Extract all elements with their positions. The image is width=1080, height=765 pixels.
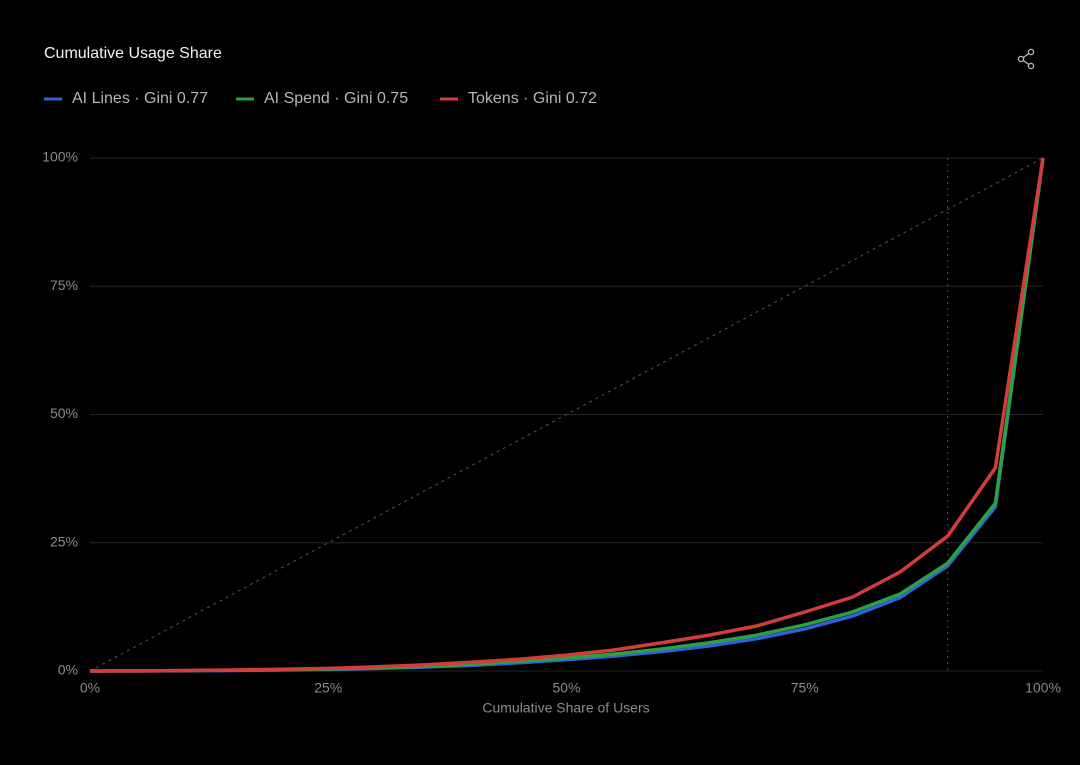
x-tick-label: 50% [552,680,580,696]
series-line [89,157,1045,673]
legend-label: AI Spend · Gini 0.75 [264,90,408,107]
y-tick-label: 75% [50,277,78,293]
x-axis-label: Cumulative Share of Users [482,700,649,716]
y-tick-label: 100% [42,149,78,165]
x-tick-label: 75% [791,680,819,696]
legend-label: Tokens · Gini 0.72 [468,90,597,107]
y-tick-label: 50% [50,405,78,421]
equality-line [89,157,1044,672]
y-tick-label: 25% [50,533,78,549]
chart-title: Cumulative Usage Share [44,45,222,62]
legend-label: AI Lines · Gini 0.77 [72,90,208,107]
x-tick-label: 0% [80,680,100,696]
x-tick-label: 25% [314,680,342,696]
share-icon[interactable] [1017,48,1035,70]
x-tick-label: 100% [1025,680,1061,696]
y-tick-label: 0% [58,662,78,678]
